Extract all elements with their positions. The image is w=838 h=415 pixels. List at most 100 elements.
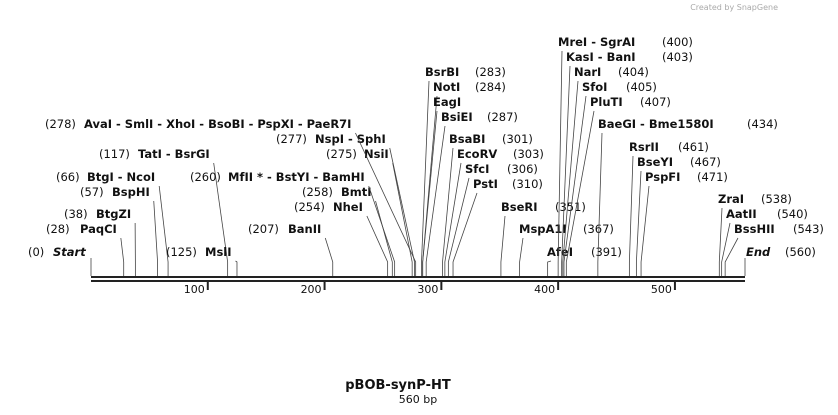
site-position: (260) — [190, 170, 221, 184]
site-name: BanII — [288, 222, 321, 236]
site-position: (560) — [785, 245, 816, 259]
site-line — [368, 185, 396, 276]
site-line — [721, 222, 731, 276]
site-position: (467) — [690, 155, 721, 169]
site-position: (351) — [555, 200, 586, 214]
site-name: BsrBI — [425, 65, 459, 79]
site-line — [444, 162, 462, 276]
site-position: (543) — [793, 222, 824, 236]
site-name: BsiEI — [441, 110, 473, 124]
site-position: (434) — [747, 117, 778, 131]
site-name: BmtI — [341, 185, 372, 199]
site-position: (367) — [583, 222, 614, 236]
site-position: (278) — [45, 117, 76, 131]
site-name: NarI — [574, 65, 601, 79]
site-position: (117) — [99, 147, 130, 161]
tick-label: 100 — [184, 283, 205, 296]
site-name: EagI — [433, 95, 461, 109]
site-name: BtgI - NcoI — [87, 170, 155, 184]
site-position: (301) — [502, 132, 533, 146]
site-position: (66) — [56, 170, 80, 184]
site-line — [635, 170, 642, 276]
site-name: NsiI — [364, 147, 389, 161]
title: pBOB-synP-HT — [345, 378, 451, 393]
site-position: (461) — [678, 140, 709, 154]
site-position: (538) — [761, 192, 792, 206]
site-name: MfII * - BstYI - BamHI — [228, 170, 365, 184]
site-line — [452, 192, 478, 276]
site-position: (284) — [475, 80, 506, 94]
site-name: BsaBI — [449, 132, 485, 146]
site-line — [421, 80, 430, 276]
site-position: (303) — [513, 147, 544, 161]
site-position: (277) — [276, 132, 307, 146]
site-name: SfcI — [465, 162, 489, 176]
site-line — [562, 80, 579, 276]
site-line — [442, 147, 454, 276]
site-line — [500, 215, 506, 276]
site-name: AvaI - SmlI - XhoI - BsoBI - PspXI - Pae… — [84, 117, 351, 131]
site-line — [563, 95, 587, 276]
site-line — [519, 237, 524, 276]
site-position: (0) — [28, 245, 44, 259]
site-name: SfoI — [582, 80, 607, 94]
site-name: BtgZI — [96, 207, 131, 221]
site-line — [718, 207, 723, 276]
site-position: (405) — [626, 80, 657, 94]
site-position: (125) — [166, 245, 197, 259]
site-line — [447, 177, 470, 276]
site-line — [557, 50, 563, 276]
site-name: End — [746, 245, 771, 259]
site-position: (287) — [487, 110, 518, 124]
site-position: (258) — [302, 185, 333, 199]
site-line — [366, 215, 389, 276]
site-line — [213, 162, 229, 276]
site-line — [120, 237, 125, 276]
site-name: BaeGI - Bme1580I — [598, 117, 714, 131]
site-position: (57) — [80, 185, 104, 199]
site-name: ZraI — [718, 192, 744, 206]
site-line — [597, 132, 603, 276]
site-line — [628, 155, 634, 276]
tick-label: 400 — [534, 283, 555, 296]
site-line — [392, 162, 413, 276]
site-name: AfeI — [547, 245, 573, 259]
site-name: EcoRV — [457, 147, 497, 161]
site-name: PluTI — [590, 95, 623, 109]
site-line — [640, 185, 650, 276]
subtitle: 560 bp — [399, 393, 437, 406]
site-name: TatI - BsrGI — [138, 147, 210, 161]
site-line — [561, 65, 571, 276]
site-position: (540) — [777, 207, 808, 221]
site-name: BseYI — [637, 155, 673, 169]
site-position: (207) — [248, 222, 279, 236]
site-position: (471) — [697, 170, 728, 184]
site-name: PspFI — [645, 170, 680, 184]
site-line — [153, 200, 158, 276]
site-position: (306) — [507, 162, 538, 176]
site-line — [422, 110, 438, 276]
tick-label: 300 — [417, 283, 438, 296]
site-position: (403) — [662, 50, 693, 64]
site-position: (391) — [591, 245, 622, 259]
site-line — [425, 125, 446, 276]
site-position: (38) — [64, 207, 88, 221]
site-name: MslI — [205, 245, 232, 259]
site-line — [158, 185, 169, 276]
site-line — [235, 260, 238, 276]
site-name: Start — [53, 245, 86, 259]
tick-label: 200 — [301, 283, 322, 296]
site-position: (275) — [326, 147, 357, 161]
site-name: PaqCI — [80, 222, 117, 236]
site-name: KasI - BanI — [566, 50, 636, 64]
site-name: BseRI — [501, 200, 538, 214]
site-position: (283) — [475, 65, 506, 79]
site-name: MreI - SgrAI — [558, 35, 635, 49]
credit: Created by SnapGene — [690, 3, 778, 12]
site-line — [547, 260, 552, 276]
site-name: NspI - SphI — [315, 132, 386, 146]
site-name: MspA1I — [519, 222, 567, 236]
site-position: (28) — [46, 222, 70, 236]
tick-label: 500 — [651, 283, 672, 296]
site-position: (400) — [662, 35, 693, 49]
